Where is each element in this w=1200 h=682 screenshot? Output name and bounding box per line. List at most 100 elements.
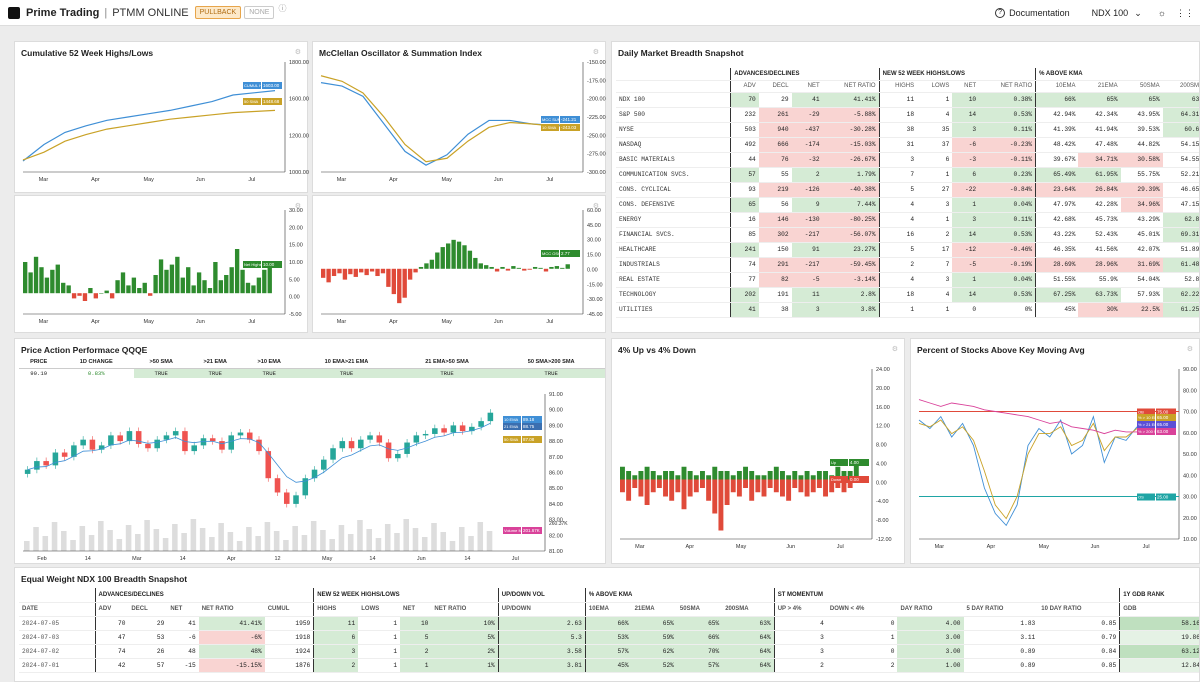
- column-header[interactable]: 50SMA: [676, 602, 723, 617]
- column-header[interactable]: NET: [167, 602, 199, 617]
- y-tick-label: -15.00: [587, 282, 603, 288]
- column-header[interactable]: 21EMA: [631, 602, 677, 617]
- cell: 48.42%: [1035, 137, 1079, 153]
- column-header[interactable]: 21 EMA>50 SMA: [396, 357, 498, 369]
- column-header[interactable]: GDB: [1119, 602, 1199, 617]
- column-header[interactable]: NET: [400, 602, 432, 617]
- column-header[interactable]: 10 EMA>21 EMA: [296, 357, 397, 369]
- bar: [369, 268, 375, 272]
- column-header[interactable]: PRICE: [19, 357, 59, 369]
- column-header[interactable]: HIGHS: [878, 80, 918, 93]
- documentation-icon[interactable]: ?: [995, 8, 1006, 18]
- column-header[interactable]: HIGHS: [313, 602, 359, 617]
- column-header[interactable]: DOWN < 4%: [826, 602, 898, 617]
- settings-icon[interactable]: ⚙: [294, 49, 301, 56]
- pullback-badge[interactable]: PULLBACK: [194, 6, 242, 19]
- panel-title: McClellan Oscillator & Summation Index: [319, 48, 482, 58]
- column-header[interactable]: CUMUL: [264, 602, 314, 617]
- column-header[interactable]: 200SMA: [722, 602, 775, 617]
- settings-icon[interactable]: ⚙: [891, 346, 898, 353]
- column-header[interactable]: NET RATIO: [979, 80, 1036, 93]
- y-tick-label: 16.00: [876, 405, 890, 411]
- y-tick-label: 20.00: [876, 386, 890, 392]
- cell: 44.82%: [1120, 137, 1163, 153]
- cell: 7: [917, 257, 953, 273]
- cell: 65%: [1120, 92, 1163, 108]
- volume-bar: [199, 528, 206, 551]
- index-select[interactable]: NDX 100: [1091, 8, 1129, 18]
- y-tick-label: 90.00: [1183, 367, 1197, 373]
- column-header[interactable]: 200SMA: [1162, 80, 1199, 93]
- column-header[interactable]: ADV: [94, 602, 129, 617]
- column-header[interactable]: LOWS: [917, 80, 953, 93]
- settings-icon[interactable]: ⚙: [294, 203, 301, 210]
- candle: [413, 435, 420, 443]
- group-header: % ABOVE KMA: [584, 588, 775, 603]
- settings-icon[interactable]: ⚙: [592, 203, 599, 210]
- column-header[interactable]: 1D CHANGE: [58, 357, 135, 369]
- bar: [429, 259, 435, 269]
- none-badge[interactable]: NONE: [244, 6, 275, 19]
- column-header[interactable]: UP/DOWN: [497, 602, 586, 617]
- volume-bar: [394, 533, 400, 551]
- percent-above-ma-panel: Mar Apr May Jun Jul 90.00 80.00 70.00 60.00 50.00…: [910, 338, 1200, 564]
- column-header[interactable]: NET: [791, 80, 823, 93]
- column-header[interactable]: >50 SMA: [134, 357, 189, 369]
- row-date: 2024-07-02: [19, 644, 96, 659]
- bar: [142, 282, 147, 294]
- bar: [835, 466, 841, 480]
- column-header[interactable]: ADV: [730, 80, 759, 93]
- panel-title: Daily Market Breadth Snapshot: [618, 48, 744, 58]
- column-header[interactable]: 10EMA: [584, 602, 632, 617]
- cell: 1: [952, 197, 980, 213]
- bar: [743, 479, 748, 488]
- row-label: INDUSTRIALS: [616, 257, 731, 273]
- y-tick-label: -275.00: [587, 152, 606, 158]
- column-header[interactable]: 21EMA: [1078, 80, 1121, 93]
- chevron-down-icon[interactable]: ⌄: [1134, 7, 1142, 18]
- column-header[interactable]: NET RATIO: [431, 602, 499, 617]
- x-tick-label: Feb: [37, 556, 46, 562]
- column-header[interactable]: >21 EMA: [188, 357, 243, 369]
- column-header[interactable]: 5 DAY RATIO: [963, 602, 1039, 617]
- column-header[interactable]: UP > 4%: [773, 602, 827, 617]
- info-icon[interactable]: ⓘ: [278, 4, 287, 13]
- bar: [484, 265, 489, 269]
- column-header[interactable]: 50SMA: [1120, 80, 1163, 93]
- column-header[interactable]: NET: [952, 80, 980, 93]
- column-header[interactable]: DECL: [128, 602, 168, 617]
- column-header[interactable]: DAY RATIO: [897, 602, 964, 617]
- volume-bar: [486, 531, 493, 551]
- candle: [52, 452, 59, 466]
- bar: [755, 479, 761, 493]
- cell: TRUE: [188, 368, 243, 378]
- column-header[interactable]: DATE: [19, 602, 96, 617]
- panel-title: Cumulative 52 Week Highs/Lows: [21, 48, 154, 58]
- y-tick-label: 85.00: [549, 486, 563, 492]
- column-header[interactable]: >10 EMA: [242, 357, 297, 369]
- theme-toggle-icon[interactable]: ☼: [1157, 8, 1166, 18]
- column-header[interactable]: LOWS: [358, 602, 401, 617]
- bar: [730, 479, 736, 493]
- cell: 14: [952, 107, 980, 123]
- settings-icon[interactable]: ⚙: [1186, 346, 1193, 353]
- volume-ma-tag-value: 201.67K: [523, 528, 540, 533]
- documentation-link[interactable]: Documentation: [1009, 8, 1070, 18]
- column-header[interactable]: NET RATIO: [822, 80, 880, 93]
- cell: 27: [917, 182, 953, 198]
- column-header[interactable]: DECL: [758, 80, 792, 93]
- settings-icon[interactable]: ⚙: [592, 49, 599, 56]
- candle: [209, 438, 216, 442]
- column-header[interactable]: 50 SMA>200 SMA: [497, 357, 605, 369]
- cell: TRUE: [134, 368, 189, 378]
- cell: 0.79: [1038, 630, 1120, 645]
- column-header[interactable]: 10 DAY RATIO: [1038, 602, 1120, 617]
- cell: 55.9%: [1078, 272, 1121, 288]
- volume-bar: [162, 538, 169, 551]
- cell: -437: [791, 122, 823, 138]
- column-header[interactable]: 10EMA: [1035, 80, 1079, 93]
- bar: [549, 266, 554, 269]
- column-header[interactable]: NET RATIO: [198, 602, 265, 617]
- brand-name[interactable]: Prime Trading: [26, 6, 100, 19]
- menu-grid-icon[interactable]: ⋮⋮: [1176, 7, 1194, 18]
